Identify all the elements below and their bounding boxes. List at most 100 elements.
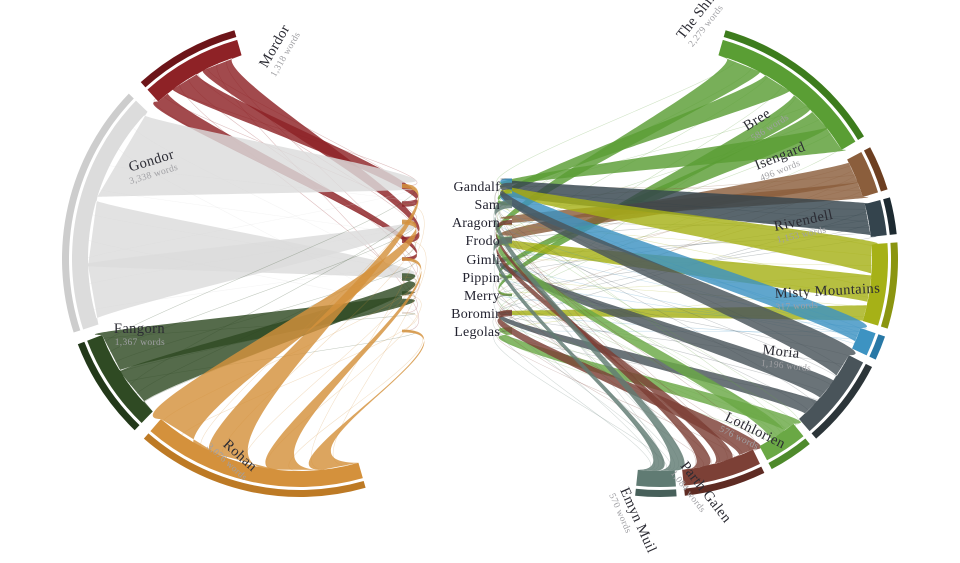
chord-ribbon: [308, 329, 425, 470]
chord-strand: [266, 294, 422, 471]
location-arc-misty-mountains[interactable]: [852, 328, 876, 356]
chord-strand: [499, 276, 854, 360]
location-name: Moria: [762, 342, 801, 362]
location-arc-rim: [684, 466, 765, 496]
chord-ribbon: [496, 55, 761, 243]
location-arc-mordor[interactable]: [147, 39, 242, 102]
chord-ribbon: [494, 199, 685, 471]
location-name: Misty Mountains: [774, 280, 880, 301]
character-label-legolas[interactable]: Legolas: [454, 325, 500, 340]
location-arc-rim: [723, 30, 865, 141]
chord-strand: [499, 294, 829, 397]
chord-ribbon: [208, 183, 419, 470]
chord-strand: [121, 330, 416, 385]
character-label-aragorn[interactable]: Aragorn: [452, 216, 500, 231]
location-arc-the-shire[interactable]: [718, 39, 856, 150]
chord-strand: [288, 330, 423, 472]
location-arc-moria[interactable]: [799, 355, 864, 432]
location-arc-bree[interactable]: [847, 151, 879, 198]
character-label-merry[interactable]: Merry: [464, 289, 500, 304]
chord-strand: [499, 185, 845, 376]
character-label-boromir[interactable]: Boromir: [451, 307, 500, 322]
character-label-frodo[interactable]: Frodo: [466, 234, 500, 249]
location-arc-rim: [140, 30, 237, 88]
chord-strand: [500, 203, 866, 335]
chord-ribbon: [96, 111, 417, 197]
location-arc-rivendell[interactable]: [862, 243, 888, 326]
character-label-sam[interactable]: Sam: [475, 198, 501, 213]
chord-ribbon: [499, 256, 838, 405]
chord-strand: [310, 203, 425, 470]
location-name: Fangorn: [114, 321, 165, 337]
chord-strand: [96, 312, 415, 341]
chord-strand: [498, 203, 800, 426]
chord-strand: [500, 186, 866, 314]
location-arc-rim: [143, 433, 366, 497]
chord-strand: [499, 221, 840, 383]
chord-strand: [100, 185, 415, 350]
location-arc-emyn-muil[interactable]: [636, 469, 676, 488]
location-arc-fangorn[interactable]: [87, 334, 153, 424]
location-arc-isengard[interactable]: [864, 199, 887, 237]
chord-strand: [133, 239, 416, 401]
chord-strand: [80, 185, 415, 263]
chord-strand: [492, 276, 655, 471]
location-arc-parth-galen[interactable]: [682, 449, 760, 486]
chord-strand: [499, 258, 835, 390]
location-arc-rohan[interactable]: [150, 418, 363, 488]
chord-ribbon: [497, 71, 791, 206]
ribbon-group: [492, 185, 685, 472]
chord-strand: [103, 163, 416, 205]
chord-ribbon: [500, 182, 878, 278]
chord-strand: [82, 221, 415, 288]
chord-strand: [110, 258, 416, 368]
chord-strand: [105, 221, 415, 359]
location-arc-lothlorien[interactable]: [759, 423, 804, 461]
chord-strand: [500, 216, 875, 278]
location-arc-gondor[interactable]: [71, 100, 148, 330]
chord-strand: [498, 239, 796, 429]
chord-ribbon: [499, 311, 821, 419]
location-arc-rim: [768, 438, 810, 470]
chord-strand: [493, 294, 671, 472]
location-arc-rim: [883, 197, 897, 235]
chord-strand: [86, 211, 415, 278]
character-label-gimli[interactable]: Gimli: [466, 253, 500, 268]
ribbon-layer: [80, 55, 879, 472]
chord-ribbon: [202, 55, 420, 244]
chord-strand: [498, 80, 783, 296]
chord-strand: [492, 312, 651, 471]
chord-ribbon: [171, 69, 418, 207]
character-label-layer: Gandalf Sam Aragorn Frodo Gimli Pippin Merry Bo…: [451, 180, 500, 340]
chord-strand: [499, 203, 817, 411]
chord-ribbon: [152, 219, 417, 455]
chord-strand: [115, 141, 416, 332]
chord-ribbon: [499, 125, 846, 188]
location-arc-rim: [62, 93, 134, 333]
location-arc-rim: [880, 242, 898, 329]
chord-strand: [87, 258, 415, 313]
chord-strand: [81, 236, 415, 314]
chord-ribbon: [265, 257, 422, 470]
chord-strand: [500, 294, 867, 330]
location-word-count: 317 words: [775, 301, 818, 313]
character-label-gandalf[interactable]: Gandalf: [454, 180, 501, 195]
chord-strand: [498, 276, 793, 431]
chord-ribbon: [498, 236, 785, 447]
chord-strand: [498, 185, 786, 437]
chord-ribbon: [499, 182, 856, 386]
location-word-count: 1,367 words: [115, 338, 165, 348]
arc-layer: [62, 30, 898, 498]
chord-ribbon: [81, 220, 415, 325]
location-arc-rim: [77, 341, 140, 431]
location-arc-rim: [811, 363, 873, 439]
character-label-pippin[interactable]: Pippin: [462, 271, 500, 286]
chord-ribbon: [500, 178, 868, 349]
chord-strand: [332, 239, 427, 466]
location-arc-rim: [869, 334, 886, 360]
